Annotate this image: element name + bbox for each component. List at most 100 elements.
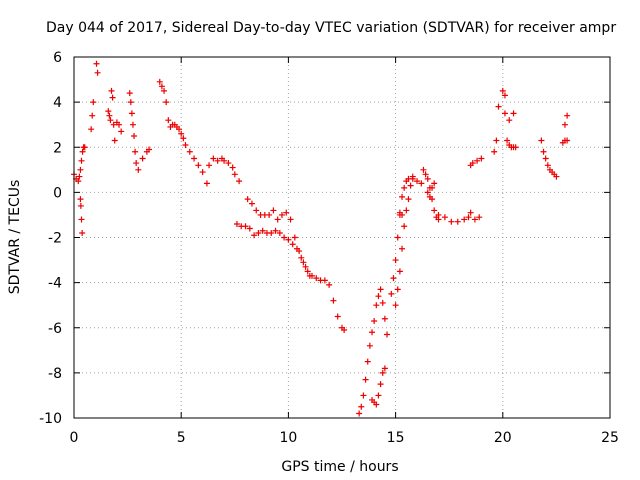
chart-title: Day 044 of 2017, Sidereal Day-to-day VTE… (46, 20, 616, 36)
data-point (392, 257, 399, 264)
data-point (512, 144, 519, 151)
data-point (107, 117, 114, 124)
data-point (289, 241, 296, 248)
data-point (161, 87, 168, 94)
data-point (405, 196, 412, 203)
y-tick-label: -8 (48, 366, 62, 382)
data-point (75, 178, 82, 185)
data-point (126, 90, 133, 97)
data-point (379, 369, 386, 376)
data-point (401, 223, 408, 230)
data-point (431, 207, 438, 214)
grid (74, 57, 610, 418)
data-point (420, 166, 427, 173)
data-point (396, 268, 403, 275)
y-tick-label: -6 (48, 321, 62, 337)
data-point (330, 297, 337, 304)
data-point (77, 202, 84, 209)
data-point (127, 99, 134, 106)
data-point (76, 173, 83, 180)
y-tick-label: 2 (53, 140, 62, 156)
data-point (540, 148, 547, 155)
data-point (133, 160, 140, 167)
data-point (478, 155, 485, 162)
data-point (392, 302, 399, 309)
data-point (203, 180, 210, 187)
y-tick-label: 4 (53, 95, 62, 111)
data-point (474, 157, 481, 164)
data-point (300, 259, 307, 266)
data-point (424, 189, 431, 196)
data-point (422, 171, 429, 178)
data-point (156, 78, 163, 85)
x-axis-label: GPS time / hours (281, 459, 398, 475)
data-point (493, 137, 500, 144)
data-point (553, 173, 560, 180)
data-point (105, 108, 112, 115)
data-point (418, 180, 425, 187)
data-point (362, 376, 369, 383)
data-point (394, 286, 401, 293)
data-point (225, 160, 232, 167)
x-axis-ticks: 0 5 10 15 20 25 (70, 57, 619, 446)
data-point (199, 169, 206, 176)
data-point (441, 214, 448, 221)
data-point (471, 216, 478, 223)
data-point (106, 112, 113, 119)
data-point (308, 272, 315, 279)
data-point (283, 209, 290, 216)
data-point (111, 137, 118, 144)
data-point (373, 401, 380, 408)
data-point (259, 227, 266, 234)
data-point (384, 331, 391, 338)
data-point (281, 234, 288, 241)
data-point (435, 211, 442, 218)
data-point (542, 155, 549, 162)
data-point (506, 117, 513, 124)
data-point (313, 275, 320, 282)
data-point (163, 99, 170, 106)
data-point (426, 193, 433, 200)
data-point (358, 403, 365, 410)
data-point (399, 245, 406, 252)
data-point (285, 236, 292, 243)
data-point (448, 218, 455, 225)
data-point (431, 180, 438, 187)
data-point (268, 229, 275, 236)
data-point (253, 207, 260, 214)
y-tick-label: -10 (39, 411, 62, 427)
data-point (78, 157, 85, 164)
data-point (291, 234, 298, 241)
data-point (270, 207, 277, 214)
data-point (454, 218, 461, 225)
data-point (375, 293, 382, 300)
x-tick-label: 25 (601, 430, 619, 446)
data-point (298, 254, 305, 261)
data-point (564, 112, 571, 119)
data-point (366, 342, 373, 349)
x-tick-label: 0 (70, 430, 79, 446)
data-point (371, 317, 378, 324)
data-point (182, 141, 189, 148)
data-point (334, 313, 341, 320)
data-point (89, 112, 96, 119)
y-tick-label: -2 (48, 231, 62, 247)
data-point (248, 200, 255, 207)
data-point (246, 225, 253, 232)
data-point (191, 155, 198, 162)
data-point (131, 132, 138, 139)
data-point (403, 207, 410, 214)
data-point (561, 121, 568, 128)
data-point (390, 275, 397, 282)
data-point (90, 99, 97, 106)
data-point (110, 121, 117, 128)
data-point (287, 216, 294, 223)
data-point (476, 214, 483, 221)
data-point (128, 110, 135, 117)
data-point (242, 223, 249, 230)
x-tick-label: 20 (494, 430, 512, 446)
data-point (210, 155, 217, 162)
data-point (302, 263, 309, 270)
data-point (510, 110, 517, 117)
data-point (221, 157, 228, 164)
